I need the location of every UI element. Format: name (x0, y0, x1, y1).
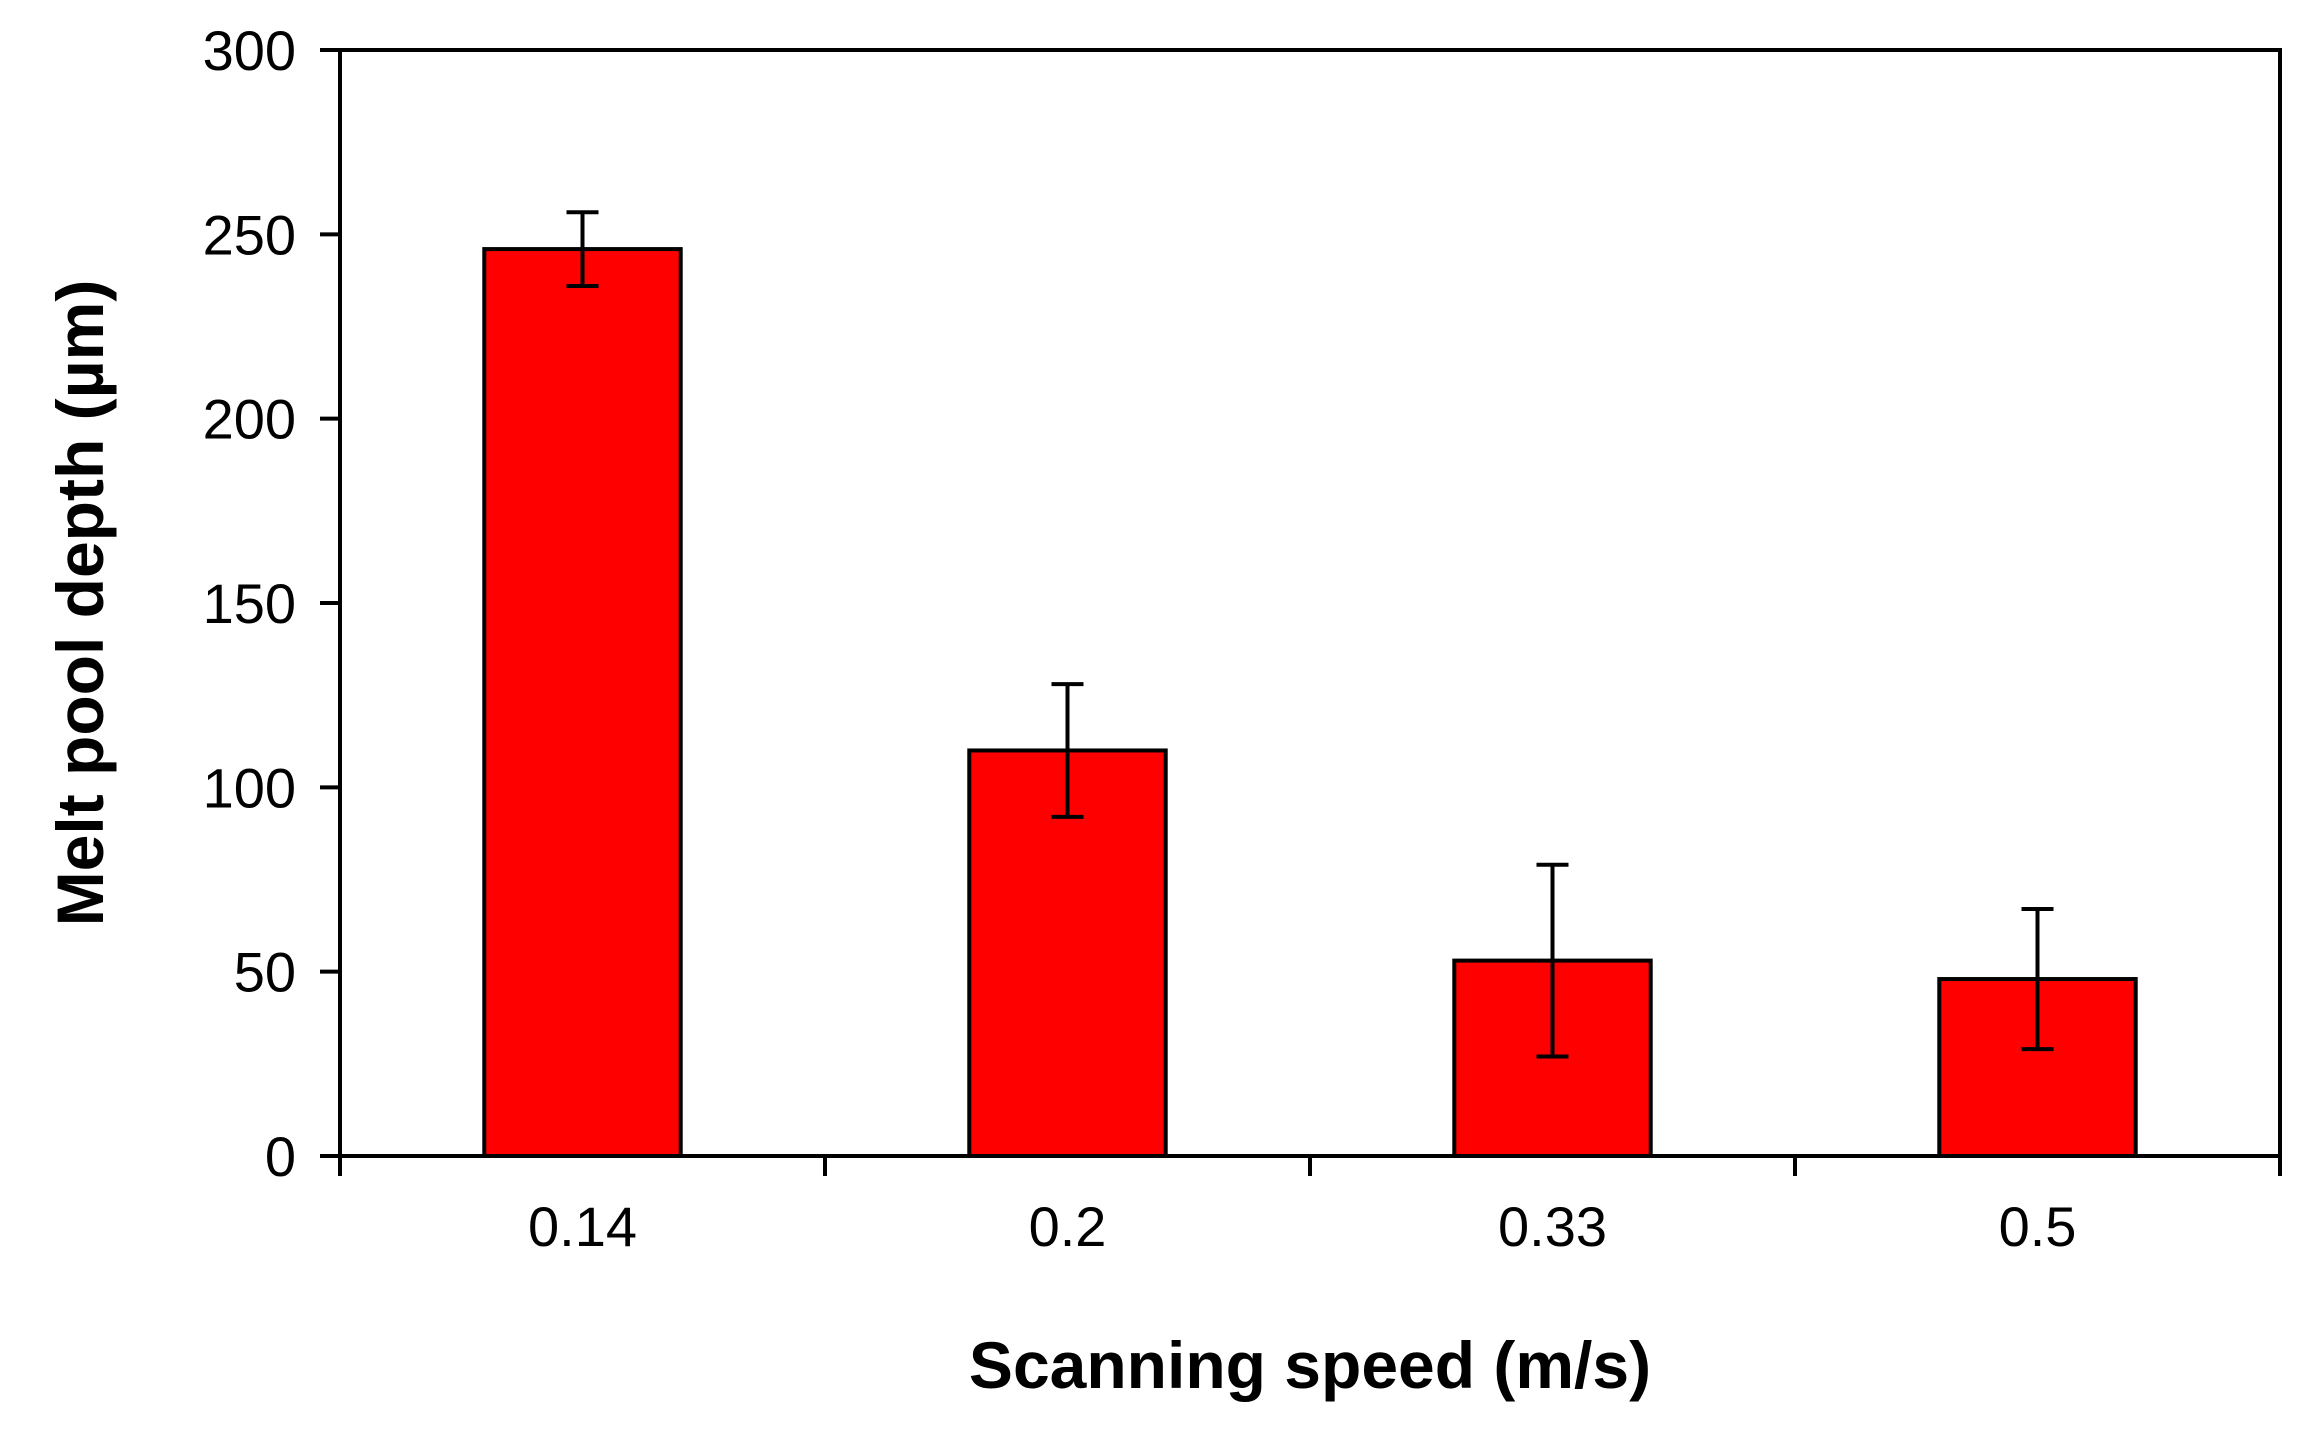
y-tick-label: 150 (203, 572, 296, 635)
y-tick-label: 100 (203, 756, 296, 819)
x-tick-label: 0.14 (528, 1195, 637, 1258)
y-tick-label: 300 (203, 19, 296, 82)
y-tick-label: 50 (234, 941, 296, 1004)
y-tick-label: 200 (203, 388, 296, 451)
y-axis-title: Melt pool depth (µm) (43, 280, 117, 927)
chart-marks: 0 50 100 150 200 250 300 0.14 0.2 0.33 0.5 (203, 19, 2282, 1258)
bar (482, 247, 683, 1158)
x-tick-label: 0.33 (1498, 1195, 1607, 1258)
y-tick-label: 0 (265, 1125, 296, 1188)
x-tick-label: 0.5 (1999, 1195, 2077, 1258)
x-axis-title: Scanning speed (m/s) (969, 1328, 1651, 1402)
y-tick-label: 250 (203, 203, 296, 266)
x-tick-label: 0.2 (1029, 1195, 1107, 1258)
